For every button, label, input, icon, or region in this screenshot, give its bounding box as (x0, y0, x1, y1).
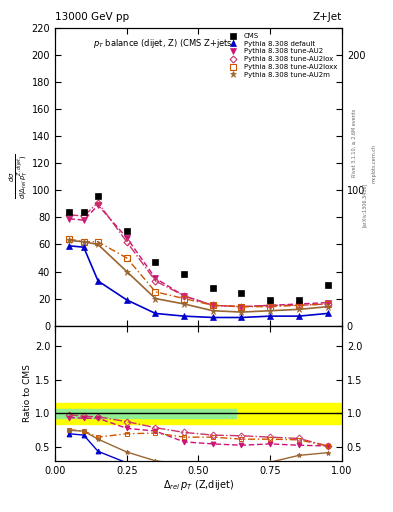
Pythia 8.308 tune-AU2m (153, 295, 158, 302)
Line: Pythia 8.308 default: Pythia 8.308 default (66, 243, 331, 321)
Pythia 8.308 tune-AU2 (81, 217, 86, 223)
Pythia 8.308 tune-AU2lox (325, 301, 330, 307)
Pythia 8.308 tune-AU2loxx (211, 302, 215, 308)
Pythia 8.308 tune-AU2loxx (325, 301, 330, 307)
CMS (125, 228, 129, 234)
CMS (325, 282, 330, 288)
CMS (297, 297, 301, 303)
Pythia 8.308 tune-AU2lox (297, 302, 301, 308)
Pythia 8.308 tune-AU2lox (211, 302, 215, 308)
Pythia 8.308 tune-AU2loxx (67, 236, 72, 242)
Pythia 8.308 tune-AU2lox (239, 304, 244, 310)
Pythia 8.308 tune-AU2m (211, 308, 215, 314)
Legend: CMS, Pythia 8.308 default, Pythia 8.308 tune-AU2, Pythia 8.308 tune-AU2lox, Pyth: CMS, Pythia 8.308 default, Pythia 8.308 … (224, 32, 338, 79)
Text: [arXiv:1306.3436]: [arXiv:1306.3436] (362, 183, 367, 227)
Line: Pythia 8.308 tune-AU2lox: Pythia 8.308 tune-AU2lox (67, 200, 330, 309)
Text: Rivet 3.1.10, ≥ 2.6M events: Rivet 3.1.10, ≥ 2.6M events (352, 109, 357, 178)
Line: Pythia 8.308 tune-AU2: Pythia 8.308 tune-AU2 (66, 202, 331, 309)
Pythia 8.308 tune-AU2m (96, 242, 101, 248)
Pythia 8.308 default (325, 310, 330, 316)
Pythia 8.308 tune-AU2loxx (81, 239, 86, 245)
Pythia 8.308 tune-AU2lox (67, 211, 72, 218)
Pythia 8.308 default (81, 244, 86, 250)
Pythia 8.308 tune-AU2m (81, 239, 86, 245)
Text: 13000 GeV pp: 13000 GeV pp (55, 12, 129, 22)
Pythia 8.308 tune-AU2 (182, 293, 187, 299)
Pythia 8.308 tune-AU2lox (96, 200, 101, 206)
Pythia 8.308 tune-AU2loxx (96, 239, 101, 245)
CMS (153, 259, 158, 265)
CMS (67, 209, 72, 215)
Pythia 8.308 tune-AU2m (297, 306, 301, 312)
CMS (268, 297, 273, 303)
Text: mcplots.cern.ch: mcplots.cern.ch (371, 144, 376, 183)
Pythia 8.308 tune-AU2 (125, 234, 129, 241)
Pythia 8.308 tune-AU2 (325, 300, 330, 306)
Line: Pythia 8.308 tune-AU2loxx: Pythia 8.308 tune-AU2loxx (66, 237, 331, 309)
Pythia 8.308 tune-AU2 (268, 302, 273, 308)
Pythia 8.308 tune-AU2 (297, 301, 301, 307)
X-axis label: $\Delta_{rel}\,p_T$ (Z,dijet): $\Delta_{rel}\,p_T$ (Z,dijet) (163, 478, 234, 493)
Y-axis label: $\frac{d\sigma}{d(\Delta_{rel}\,p_T^{Z,dijet})}$: $\frac{d\sigma}{d(\Delta_{rel}\,p_T^{Z,d… (8, 154, 30, 199)
Line: Pythia 8.308 tune-AU2m: Pythia 8.308 tune-AU2m (66, 237, 331, 315)
Pythia 8.308 tune-AU2m (182, 301, 187, 307)
Pythia 8.308 tune-AU2lox (81, 213, 86, 219)
Pythia 8.308 tune-AU2m (67, 238, 72, 244)
Bar (55, 403, 342, 423)
Pythia 8.308 tune-AU2 (67, 216, 72, 222)
Pythia 8.308 tune-AU2loxx (297, 302, 301, 308)
Pythia 8.308 tune-AU2m (268, 308, 273, 314)
Text: Z+Jet: Z+Jet (313, 12, 342, 22)
Pythia 8.308 tune-AU2loxx (239, 304, 244, 310)
CMS (96, 193, 101, 199)
Pythia 8.308 tune-AU2loxx (182, 295, 187, 302)
Pythia 8.308 default (211, 314, 215, 321)
Pythia 8.308 tune-AU2loxx (153, 289, 158, 295)
Pythia 8.308 default (268, 313, 273, 319)
Pythia 8.308 default (125, 297, 129, 303)
Pythia 8.308 default (96, 278, 101, 284)
Pythia 8.308 tune-AU2lox (182, 293, 187, 299)
Pythia 8.308 tune-AU2lox (125, 239, 129, 245)
Pythia 8.308 tune-AU2lox (268, 302, 273, 308)
Pythia 8.308 tune-AU2 (211, 302, 215, 308)
Line: CMS: CMS (66, 193, 331, 304)
Text: $p_T$ balance (dijet, Z) (CMS Z+jets): $p_T$ balance (dijet, Z) (CMS Z+jets) (93, 37, 235, 50)
Pythia 8.308 tune-AU2loxx (268, 304, 273, 310)
Y-axis label: Ratio to CMS: Ratio to CMS (23, 364, 32, 422)
Pythia 8.308 tune-AU2m (125, 268, 129, 274)
Pythia 8.308 tune-AU2loxx (125, 255, 129, 261)
Pythia 8.308 tune-AU2 (239, 304, 244, 310)
Pythia 8.308 tune-AU2m (325, 304, 330, 310)
Pythia 8.308 tune-AU2m (239, 309, 244, 315)
CMS (211, 285, 215, 291)
Pythia 8.308 default (67, 243, 72, 249)
CMS (182, 271, 187, 278)
Pythia 8.308 default (297, 313, 301, 319)
Pythia 8.308 default (182, 313, 187, 319)
CMS (81, 209, 86, 215)
Pythia 8.308 tune-AU2 (153, 275, 158, 282)
Pythia 8.308 default (153, 310, 158, 316)
Pythia 8.308 tune-AU2 (96, 202, 101, 208)
CMS (239, 290, 244, 296)
Pythia 8.308 tune-AU2lox (153, 278, 158, 284)
Pythia 8.308 default (239, 314, 244, 321)
